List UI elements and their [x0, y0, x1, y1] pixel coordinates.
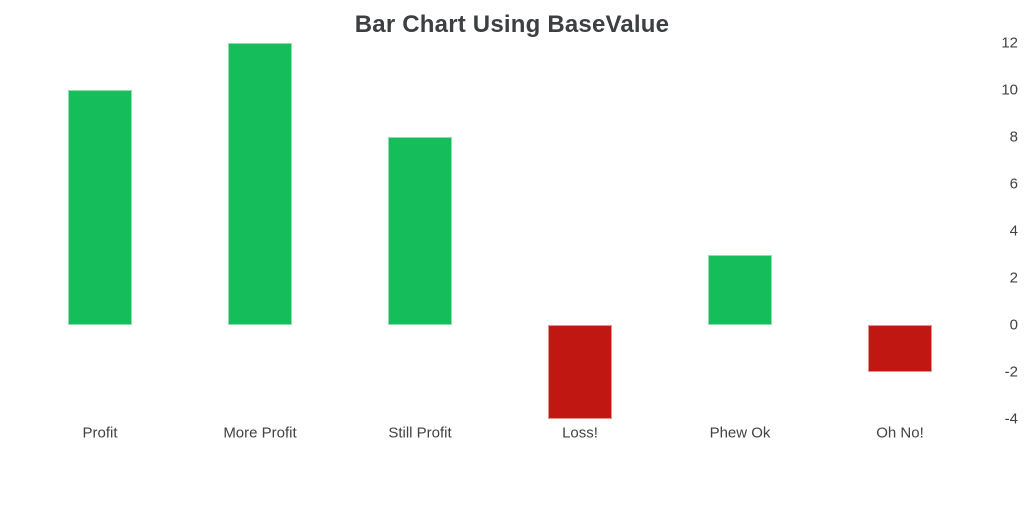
- bar-phew-ok[interactable]: [708, 254, 772, 325]
- x-category-label-profit: Profit: [82, 424, 118, 442]
- x-category-label-loss: Loss!: [562, 424, 598, 442]
- chart-title: Bar Chart Using BaseValue: [354, 11, 670, 38]
- x-category-label-oh-no: Oh No!: [876, 424, 924, 442]
- y-tick-label--4: -4: [1004, 410, 1018, 428]
- y-tick-label-6: 6: [1009, 175, 1018, 193]
- bar-profit[interactable]: [68, 90, 132, 325]
- x-category-label-phew-ok: Phew Ok: [709, 424, 771, 442]
- y-tick-label-2: 2: [1009, 269, 1018, 287]
- y-tick-label-4: 4: [1009, 222, 1018, 240]
- y-tick-label-12: 12: [1001, 34, 1018, 52]
- y-tick-label-10: 10: [1001, 81, 1018, 99]
- bar-more-profit[interactable]: [228, 43, 292, 325]
- y-tick-label--2: -2: [1004, 363, 1018, 381]
- x-category-label-still-profit: Still Profit: [388, 424, 452, 442]
- bar-still-profit[interactable]: [388, 137, 452, 325]
- y-tick-label-8: 8: [1009, 128, 1018, 146]
- y-tick-label-0: 0: [1009, 316, 1018, 334]
- bar-loss[interactable]: [548, 325, 612, 419]
- x-category-label-more-profit: More Profit: [223, 424, 297, 442]
- bar-oh-no[interactable]: [868, 325, 932, 372]
